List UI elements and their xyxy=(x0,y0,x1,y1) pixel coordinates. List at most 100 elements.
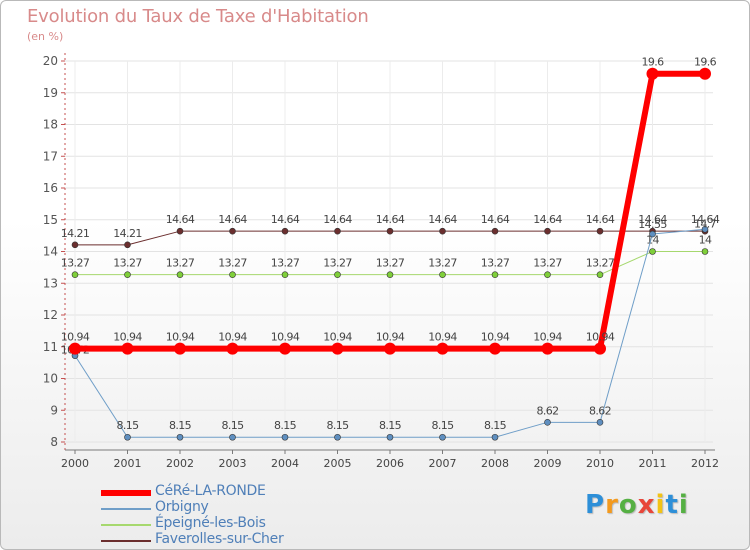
data-point-faverolles-sur-cher-2009 xyxy=(544,227,551,235)
data-label-c-r-la-ronde-2005: 10.94 xyxy=(323,331,352,344)
chart-title: Evolution du Taux de Taxe d'Habitation xyxy=(27,6,369,27)
data-point-faverolles-sur-cher-2003 xyxy=(229,227,236,235)
data-label-orbigny-2003: 8.15 xyxy=(221,419,244,432)
x-tick-label-2004: 2004 xyxy=(271,457,299,470)
data-point--peign-les-bois-2005 xyxy=(334,271,341,278)
data-label-c-r-la-ronde-2010: 10.94 xyxy=(586,331,615,344)
data-point-c-r-la-ronde-2010 xyxy=(594,342,606,355)
data-label--peign-les-bois-2003: 13.27 xyxy=(218,257,247,270)
data-point-c-r-la-ronde-2000 xyxy=(69,342,81,355)
data-point-faverolles-sur-cher-2008 xyxy=(491,227,499,235)
data-label-orbigny-2005: 8.15 xyxy=(326,419,349,432)
legend-swatch-orbigny xyxy=(101,508,151,510)
x-tick-label-2007: 2007 xyxy=(429,457,457,470)
data-point--peign-les-bois-2009 xyxy=(544,271,551,278)
data-label-c-r-la-ronde-2006: 10.94 xyxy=(376,331,405,344)
data-point--peign-les-bois-2012 xyxy=(701,248,709,255)
data-label-c-r-la-ronde-2001: 10.94 xyxy=(113,331,142,344)
data-point-c-r-la-ronde-2011 xyxy=(646,67,659,80)
y-tick-label-20: 20 xyxy=(43,54,58,68)
data-label-faverolles-sur-cher-2004: 14.64 xyxy=(271,213,300,226)
data-label-faverolles-sur-cher-2006: 14.64 xyxy=(376,213,405,226)
data-point-orbigny-2008 xyxy=(491,433,499,441)
legend-label-epeigne-les-bois: Épeigné-les-Bois xyxy=(155,515,266,531)
data-point--peign-les-bois-2002 xyxy=(176,271,184,278)
y-tick-label-18: 18 xyxy=(43,118,58,132)
data-label-orbigny-2004: 8.15 xyxy=(274,419,297,432)
data-label--peign-les-bois-2005: 13.27 xyxy=(323,257,352,270)
data-label-faverolles-sur-cher-2005: 14.64 xyxy=(323,213,352,226)
x-tick-label-2012: 2012 xyxy=(691,457,719,470)
data-label--peign-les-bois-2004: 13.27 xyxy=(271,257,300,270)
data-label-c-r-la-ronde-2002: 10.94 xyxy=(166,331,195,344)
data-label-faverolles-sur-cher-2011: 14.64 xyxy=(638,213,667,226)
data-label-orbigny-2009: 8.62 xyxy=(536,404,558,417)
legend-label-orbigny: Orbigny xyxy=(155,499,209,515)
data-label-faverolles-sur-cher-2008: 14.64 xyxy=(481,213,510,226)
data-label--peign-les-bois-2009: 13.27 xyxy=(533,257,562,270)
data-point-orbigny-2010 xyxy=(596,419,604,426)
data-point-c-r-la-ronde-2003 xyxy=(226,342,239,355)
x-tick-label-2008: 2008 xyxy=(481,457,509,470)
y-tick-label-13: 13 xyxy=(43,276,58,290)
data-label--peign-les-bois-2006: 13.27 xyxy=(376,257,405,270)
y-tick-label-15: 15 xyxy=(43,213,58,227)
data-point-orbigny-2004 xyxy=(281,433,289,441)
x-tick-label-2000: 2000 xyxy=(61,457,89,470)
data-point-orbigny-2002 xyxy=(176,433,184,441)
data-label-orbigny-2002: 8.15 xyxy=(169,419,192,432)
data-point-c-r-la-ronde-2005 xyxy=(331,342,344,355)
data-label-orbigny-2006: 8.15 xyxy=(379,419,402,432)
data-point-c-r-la-ronde-2002 xyxy=(174,342,186,355)
x-tick-label-2010: 2010 xyxy=(586,457,614,470)
data-label--peign-les-bois-2010: 13.27 xyxy=(586,257,615,270)
y-tick-label-10: 10 xyxy=(43,372,58,386)
data-point--peign-les-bois-2011 xyxy=(649,248,656,255)
data-label-c-r-la-ronde-2003: 10.94 xyxy=(218,331,247,344)
data-label--peign-les-bois-2001: 13.27 xyxy=(113,257,142,270)
data-point-c-r-la-ronde-2007 xyxy=(436,342,449,355)
x-tick-label-2006: 2006 xyxy=(376,457,404,470)
data-point-c-r-la-ronde-2001 xyxy=(121,342,134,355)
data-label--peign-les-bois-2002: 13.27 xyxy=(166,257,195,270)
data-point-orbigny-2003 xyxy=(229,433,236,441)
data-label-c-r-la-ronde-2011: 19.6 xyxy=(641,56,664,69)
data-label-c-r-la-ronde-2012: 19.6 xyxy=(694,56,717,69)
data-label-faverolles-sur-cher-2000: 14.21 xyxy=(61,227,90,240)
data-label-orbigny-2011: 14.55 xyxy=(638,218,667,231)
data-point--peign-les-bois-2006 xyxy=(386,271,394,278)
data-label-orbigny-2001: 8.15 xyxy=(116,419,139,432)
data-label-faverolles-sur-cher-2010: 14.64 xyxy=(586,213,615,226)
data-point--peign-les-bois-2008 xyxy=(491,271,499,278)
data-label-orbigny-2010: 8.62 xyxy=(589,404,611,417)
data-label-faverolles-sur-cher-2001: 14.21 xyxy=(113,227,142,240)
legend-swatch-epeigne-les-bois xyxy=(101,524,151,526)
x-tick-label-2005: 2005 xyxy=(324,457,352,470)
data-label-faverolles-sur-cher-2003: 14.64 xyxy=(218,213,247,226)
x-tick-label-2009: 2009 xyxy=(534,457,562,470)
data-point--peign-les-bois-2000 xyxy=(71,271,79,278)
chart-subtitle: (en %) xyxy=(27,30,64,43)
legend-swatch-faverolles-sur-cher xyxy=(101,540,151,542)
data-point--peign-les-bois-2010 xyxy=(596,271,604,278)
data-point--peign-les-bois-2001 xyxy=(124,271,131,278)
data-point-c-r-la-ronde-2009 xyxy=(541,342,554,355)
data-point-faverolles-sur-cher-2010 xyxy=(596,227,604,235)
data-point-faverolles-sur-cher-2007 xyxy=(439,227,446,235)
data-label--peign-les-bois-2008: 13.27 xyxy=(481,257,510,270)
data-point-orbigny-2006 xyxy=(386,433,394,441)
data-point-orbigny-2001 xyxy=(124,433,131,441)
legend-label-faverolles-sur-cher: Faverolles-sur-Cher xyxy=(155,531,284,547)
data-point-orbigny-2012 xyxy=(701,225,709,233)
data-point-faverolles-sur-cher-2004 xyxy=(281,227,289,235)
data-point-c-r-la-ronde-2006 xyxy=(384,342,396,355)
data-label-orbigny-2007: 8.15 xyxy=(431,419,454,432)
data-label-faverolles-sur-cher-2007: 14.64 xyxy=(428,213,457,226)
data-point--peign-les-bois-2004 xyxy=(281,271,289,278)
x-tick-label-2003: 2003 xyxy=(219,457,247,470)
data-label-c-r-la-ronde-2009: 10.94 xyxy=(533,331,562,344)
data-point-faverolles-sur-cher-2005 xyxy=(334,227,341,235)
y-tick-label-17: 17 xyxy=(43,149,58,163)
